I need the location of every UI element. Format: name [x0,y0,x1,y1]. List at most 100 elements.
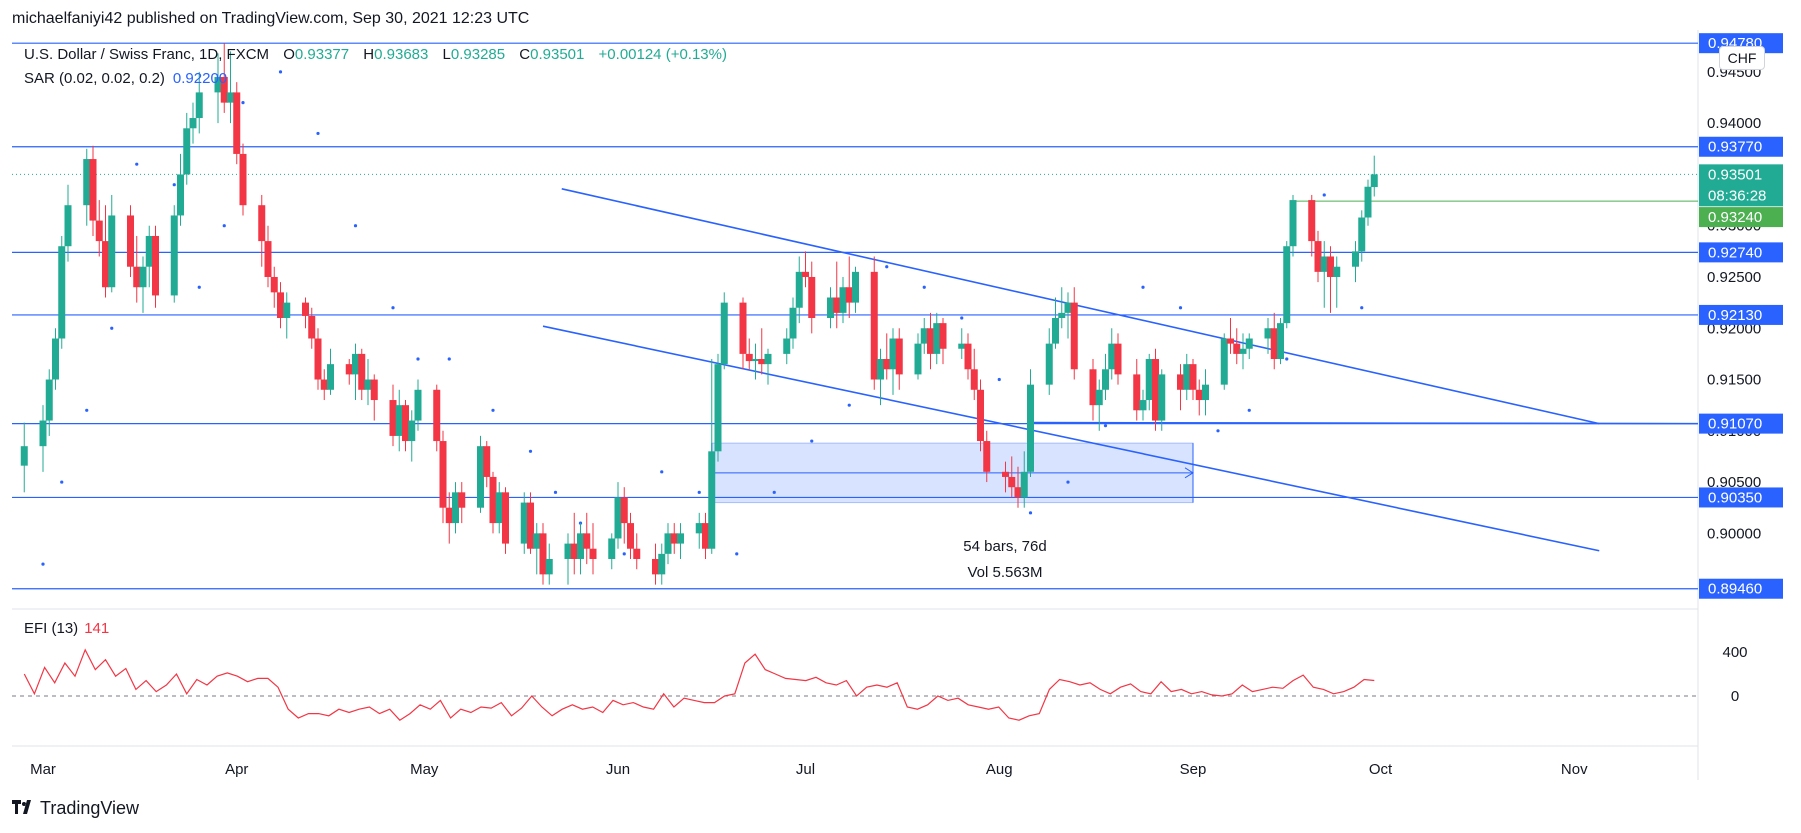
candle-body [352,353,359,375]
price-tick-label: 0.90500 [1707,474,1761,491]
candle-body [983,441,991,472]
candle-body [39,420,47,447]
candle-body [652,558,659,575]
candle-body [1102,369,1109,390]
candle-body [264,241,272,277]
sar-dot [172,183,176,187]
sar-dot [960,316,964,320]
candle-body [620,497,628,524]
candle-body [1064,302,1072,313]
tradingview-logo[interactable]: TradingView [12,798,139,819]
symbol-name[interactable]: U.S. Dollar / Swiss Franc, 1D, FXCM [24,46,270,63]
measure-box-layer[interactable] [711,442,1194,504]
candle-body [527,502,534,549]
measure-volume-text: Vol 5.563M [967,564,1043,581]
candle-body [627,523,634,549]
efi-pane[interactable]: 400 0 [12,644,1748,721]
candle-body [1270,328,1278,360]
candle-body [102,241,109,288]
currency-badge[interactable]: CHF [1719,46,1765,70]
candle-body [483,446,491,477]
price-tick-label: 0.90000 [1707,525,1761,542]
candle-body [802,271,809,277]
price-axis[interactable]: 0.945000.940000.935000.930000.925000.920… [1707,64,1761,542]
trendline-layer[interactable] [542,188,1600,552]
candle-body [258,205,266,242]
high-label: H [363,46,375,63]
close-value: 0.93501 [530,46,585,63]
sar-dot [316,131,320,136]
candle-body [495,492,503,524]
level-price-badge [1699,304,1783,325]
time-tick-label: Apr [225,761,248,778]
last-price-text: 0.93501 [1708,166,1762,183]
candle-body [783,338,791,354]
candle-body [1333,266,1341,277]
candle-body [758,359,766,365]
candle-body [933,323,941,354]
efi-legend[interactable]: EFI (13) 141 [24,620,109,637]
last-price-badge [1699,164,1783,207]
candle-body [1308,200,1316,242]
sar-dot [660,470,664,474]
time-tick-label: Mar [30,761,56,778]
sar-dot [85,408,89,412]
candle-body [1002,471,1009,477]
candle-body [889,338,897,370]
candle-body [1352,251,1359,267]
time-tick-label: Sep [1180,761,1207,778]
candle-body [795,271,803,308]
level-price-badge-text: 0.92740 [1708,244,1762,261]
candle-body [539,533,547,575]
candle-body [95,220,103,242]
sar-dot [353,224,358,228]
sar-dot [622,552,626,556]
candle-body [695,523,703,534]
level-price-badge [1699,136,1783,157]
countdown-text: 08:36:28 [1708,187,1766,204]
candle-body [108,215,116,288]
candle-body [20,446,28,466]
level-price-badge [1699,242,1783,263]
level-price-badge [1699,413,1783,434]
time-tick-label: Nov [1561,761,1588,778]
candle-body [589,548,597,559]
candle-body [633,548,641,559]
level-price-badge-text: 0.90350 [1708,489,1762,506]
candle-body [270,276,278,293]
candle-body [845,287,853,303]
candle-body [739,302,747,354]
sar-dot [885,265,889,269]
candle-body [1014,487,1022,498]
candle-body [870,271,878,380]
tradingview-logo-icon [12,798,34,819]
candle-body [833,297,841,313]
sar-label[interactable]: SAR (0.02, 0.02, 0.2) [24,70,165,87]
support-resistance-levels[interactable] [12,42,1699,590]
candle-body [608,538,616,559]
efi-label[interactable]: EFI (13) [24,620,79,637]
sar-dot [528,449,533,453]
sar-dot [135,162,139,166]
sar-legend[interactable]: SAR (0.02, 0.02, 0.2) 0.92200 [24,70,227,87]
candle-body [658,553,666,575]
candle-body [1008,476,1016,488]
efi-tick-label: 400 [1722,644,1747,661]
candles-layer[interactable] [20,43,1378,585]
candle-body [433,389,441,442]
candle-body [189,118,197,129]
time-axis[interactable]: Mar Apr May Jun Jul Aug Sep Oct Nov [30,761,1588,778]
symbol-legend[interactable]: U.S. Dollar / Swiss Franc, 1D, FXCM O0.9… [24,46,727,63]
candle-body [708,451,716,549]
open-value: 0.93377 [294,46,350,63]
candle-body [1045,343,1053,385]
candle-body [745,353,753,362]
candle-body [1327,256,1334,277]
sar-dot [553,490,558,494]
candle-body [45,379,53,421]
prev-close-badge [1699,207,1783,228]
candle-body [1114,343,1122,375]
sar-dot [391,306,395,310]
publish-line: michaelfaniyi42 published on TradingView… [12,10,530,27]
